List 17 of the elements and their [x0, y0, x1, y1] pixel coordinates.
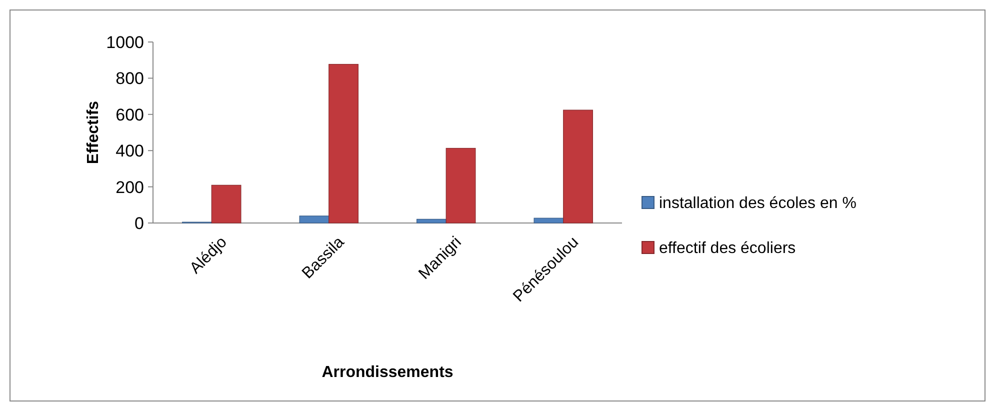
y-tick-label: 400: [116, 142, 144, 161]
y-tick-label: 800: [116, 69, 144, 88]
legend-label: installation des écoles en %: [659, 195, 856, 212]
bar: [563, 110, 593, 224]
legend-label: effectif des écoliers: [659, 240, 796, 258]
bar: [299, 216, 330, 224]
bar: [446, 148, 476, 224]
bar: [328, 64, 358, 224]
bar: [534, 218, 564, 224]
bar: [211, 184, 242, 224]
y-tick-label: 0: [134, 214, 144, 233]
y-tick-label: 600: [116, 105, 144, 124]
y-tick-label: 200: [116, 178, 144, 197]
y-axis-title: Effectifs: [85, 100, 102, 164]
x-axis-title: Arrondissements: [322, 364, 454, 381]
y-tick-label: 1000: [106, 32, 144, 52]
bar: [416, 218, 446, 224]
